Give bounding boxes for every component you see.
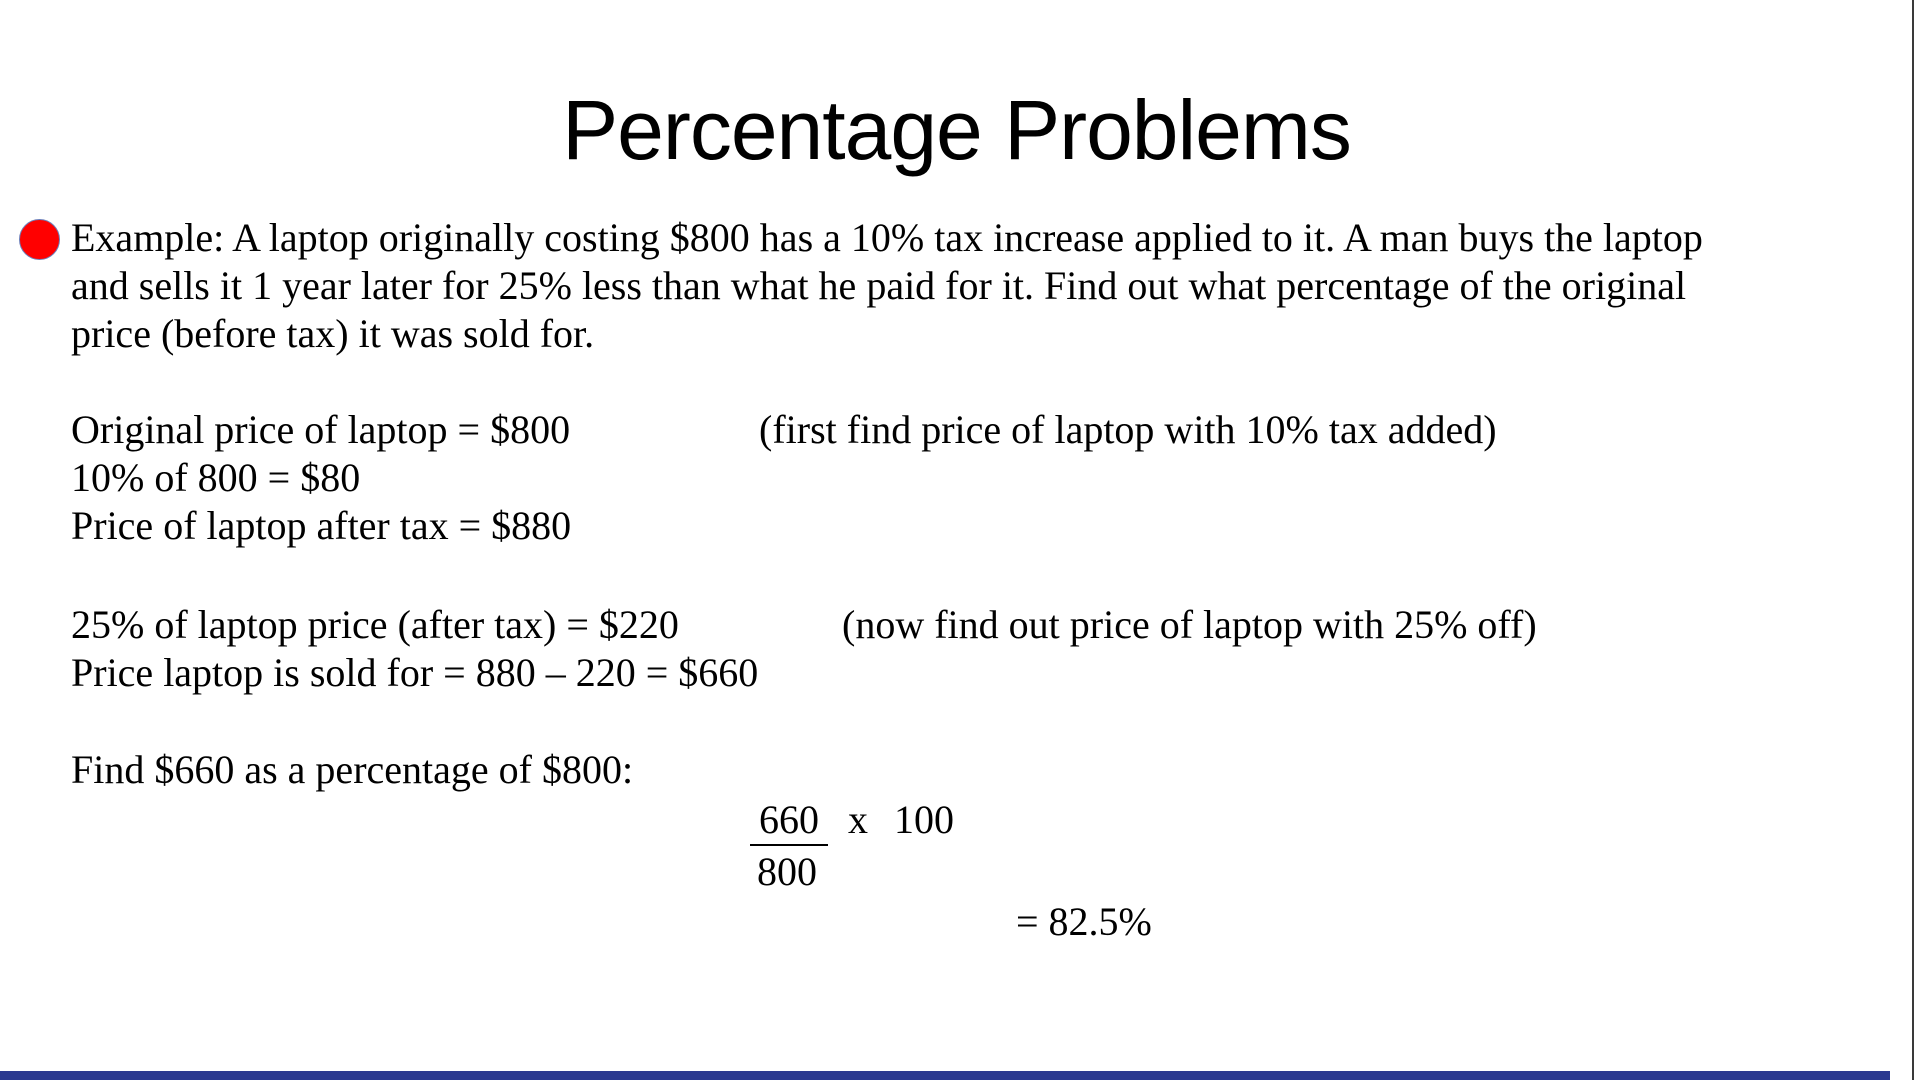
slide-title: Percentage Problems bbox=[562, 83, 1352, 177]
example-line-2: and sells it 1 year later for 25% less t… bbox=[71, 263, 1687, 308]
multiplier-value: 100 bbox=[894, 797, 954, 842]
work-step-2-line-1: 25% of laptop price (after tax) = $220 (… bbox=[71, 601, 1537, 649]
work-step-2: 25% of laptop price (after tax) = $220 (… bbox=[71, 601, 1537, 697]
work-step-1-comment: (first find price of laptop with 10% tax… bbox=[759, 407, 1497, 452]
work-step-1-line-2: 10% of 800 = $80 bbox=[71, 455, 361, 500]
work-step-2-line-1-text: 25% of laptop price (after tax) = $220 bbox=[71, 602, 679, 647]
bottom-accent-bar bbox=[0, 1071, 1890, 1080]
multiply-operator: x bbox=[848, 797, 868, 842]
example-line-1: Example: A laptop originally costing $80… bbox=[71, 215, 1703, 260]
work-step-1-line-1: Original price of laptop = $800 (first f… bbox=[71, 406, 1497, 454]
work-step-2-comment: (now find out price of laptop with 25% o… bbox=[842, 602, 1537, 647]
red-bullet-icon bbox=[19, 219, 60, 260]
fraction-numerator: 660 bbox=[750, 798, 828, 846]
work-step-3-intro: Find $660 as a percentage of $800: bbox=[71, 747, 634, 792]
right-edge-divider bbox=[1912, 0, 1914, 1080]
result-value: = 82.5% bbox=[1016, 899, 1152, 944]
work-step-1-line-3: Price of laptop after tax = $880 bbox=[71, 503, 572, 548]
example-line-3: price (before tax) it was sold for. bbox=[71, 311, 595, 356]
work-step-1: Original price of laptop = $800 (first f… bbox=[71, 406, 1497, 550]
example-paragraph: Example: A laptop originally costing $80… bbox=[71, 214, 1703, 358]
fraction-denominator: 800 bbox=[757, 849, 817, 894]
work-step-1-line-1-text: Original price of laptop = $800 bbox=[71, 407, 571, 452]
work-step-2-line-2: Price laptop is sold for = 880 – 220 = $… bbox=[71, 650, 759, 695]
